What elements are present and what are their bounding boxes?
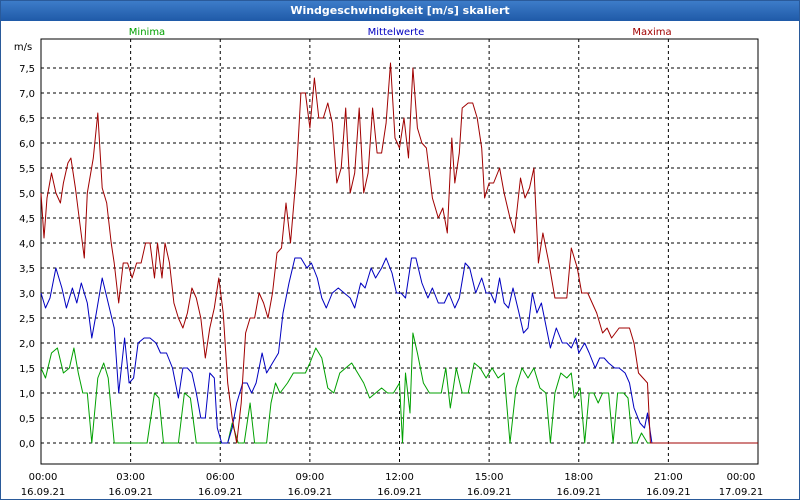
x-tick-date: 16.09.21	[108, 487, 153, 498]
y-axis: 0,0 0,5 1,0 1,5 2,0 2,5 3,0 3,5 4,0 4,5 5,0 5,5 6,0 6…	[19, 64, 35, 450]
series-group	[40, 62, 758, 444]
series-line-mittelwerte	[40, 257, 758, 444]
y-tick-label: 6,0	[19, 139, 35, 150]
y-tick-label: 7,5	[19, 64, 35, 75]
y-tick-label: 0,0	[19, 439, 35, 450]
x-tick-time: 12:00	[385, 472, 414, 483]
x-tick-date: 16.09.21	[556, 487, 601, 498]
legend-entry-maxima: Maxima	[632, 27, 671, 38]
x-tick-time: 06:00	[206, 472, 235, 483]
y-tick-label: 3,5	[19, 264, 35, 275]
y-tick-label: 3,0	[19, 289, 35, 300]
x-tick-time: 09:00	[295, 472, 324, 483]
legend-entry-minima: Minima	[129, 27, 165, 38]
y-tick-label: 4,0	[19, 239, 35, 250]
window-title: Windgeschwindigkeit [m/s] skaliert	[1, 1, 799, 21]
x-tick-date: 16.09.21	[198, 487, 243, 498]
x-tick-time: 21:00	[654, 472, 683, 483]
legend-entry-mittelwerte: Mittelwerte	[368, 27, 425, 38]
x-tick-date: 16.09.21	[646, 487, 691, 498]
y-tick-label: 5,5	[19, 164, 35, 175]
y-tick-label: 5,0	[19, 189, 35, 200]
grid-lines	[41, 39, 758, 464]
x-tick-time: 00:00	[29, 472, 58, 483]
x-tick-date: 16.09.21	[288, 487, 333, 498]
x-tick-date: 16.09.21	[21, 487, 66, 498]
y-tick-label: 4,5	[19, 214, 35, 225]
x-tick-date: 17.09.21	[719, 487, 764, 498]
y-tick-label: 0,5	[19, 414, 35, 425]
x-tick-time: 15:00	[475, 472, 504, 483]
x-tick-time: 03:00	[116, 472, 145, 483]
x-tick-time: 18:00	[564, 472, 593, 483]
x-tick-date: 16.09.21	[467, 487, 512, 498]
wind-speed-chart: 0,0 0,5 1,0 1,5 2,0 2,5 3,0 3,5 4,0 4,5 5,0 5,5 6,0 6…	[14, 27, 764, 498]
series-line-maxima	[40, 62, 758, 444]
x-axis: 00:00 16.09.21 03:00 16.09.21 06:00 16.09.21 0…	[21, 472, 764, 498]
series-line-minima	[40, 332, 758, 444]
y-tick-label: 2,0	[19, 339, 35, 350]
y-tick-label: 1,5	[19, 364, 35, 375]
legend: Minima Mittelwerte Maxima	[129, 27, 672, 38]
x-tick-date: 16.09.21	[377, 487, 422, 498]
y-tick-label: 1,0	[19, 389, 35, 400]
x-tick-time: 00:00	[727, 472, 756, 483]
y-tick-label: 2,5	[19, 314, 35, 325]
y-tick-label: 7,0	[19, 89, 35, 100]
y-tick-label: 6,5	[19, 114, 35, 125]
y-axis-label: m/s	[14, 42, 32, 53]
